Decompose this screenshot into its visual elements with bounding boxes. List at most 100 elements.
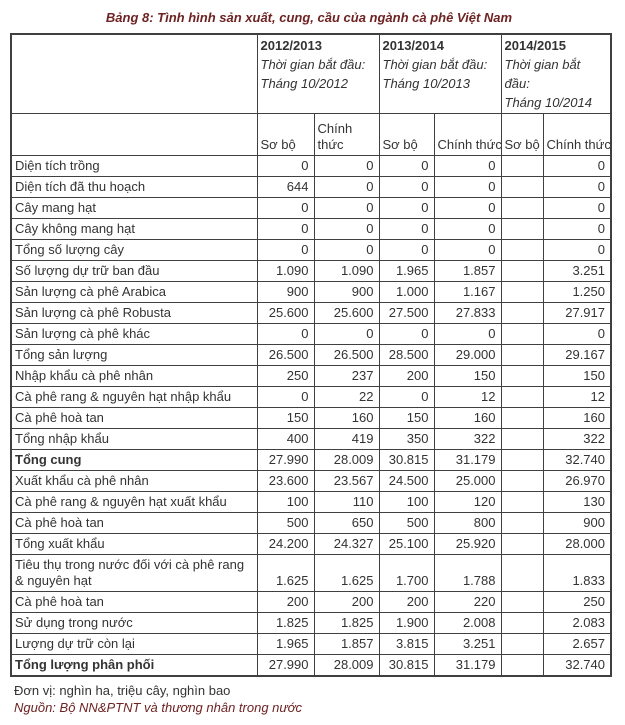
cell-value: 30.815 bbox=[378, 449, 435, 471]
table-row: Tổng nhập khẩu 400 419 350 322 322 bbox=[10, 428, 612, 450]
cell-value: 28.500 bbox=[378, 344, 435, 366]
subheader-row: Sơ bộ Chính thức Sơ bộ Chính thức Sơ bộ … bbox=[10, 113, 612, 156]
table-row: Tổng lượng phân phối 27.990 28.009 30.815 31… bbox=[10, 654, 612, 677]
cell-value: 23.567 bbox=[313, 470, 380, 492]
cell-value: 29.000 bbox=[433, 344, 502, 366]
row-label: Tổng lượng phân phối bbox=[10, 654, 258, 677]
cell-value: 1.965 bbox=[378, 260, 435, 282]
cell-value: 0 bbox=[378, 218, 435, 240]
table-row: Cà phê hoà tan 150 160 150 160 160 bbox=[10, 407, 612, 429]
cell-value: 24.500 bbox=[378, 470, 435, 492]
corner-cell-bottom bbox=[10, 113, 258, 156]
cell-value bbox=[500, 470, 544, 492]
cell-value: 0 bbox=[313, 176, 380, 198]
cell-value: 31.179 bbox=[433, 654, 502, 677]
cell-value: 250 bbox=[542, 591, 612, 613]
cell-value: 1.825 bbox=[256, 612, 315, 634]
cell-value: 200 bbox=[313, 591, 380, 613]
row-label: Cà phê hoà tan bbox=[10, 591, 258, 613]
cell-value: 110 bbox=[313, 491, 380, 513]
cell-value: 32.740 bbox=[542, 654, 612, 677]
table-row: Cà phê rang & nguyên hạt xuất khẩu 100 110… bbox=[10, 491, 612, 513]
cell-value: 3.251 bbox=[542, 260, 612, 282]
row-label: Diện tích đã thu hoạch bbox=[10, 176, 258, 198]
cell-value: 23.600 bbox=[256, 470, 315, 492]
cell-value: 0 bbox=[378, 386, 435, 408]
cell-value: 3.815 bbox=[378, 633, 435, 655]
cell-value: 100 bbox=[378, 491, 435, 513]
cell-value: 25.600 bbox=[313, 302, 380, 324]
cell-value: 220 bbox=[433, 591, 502, 613]
cell-value: 1.825 bbox=[313, 612, 380, 634]
cell-value: 0 bbox=[378, 239, 435, 261]
cell-value: 0 bbox=[542, 323, 612, 345]
table-row: Cà phê hoà tan 200 200 200 220 250 bbox=[10, 591, 612, 613]
cell-value: 31.179 bbox=[433, 449, 502, 471]
start-month: Tháng 10/2012 bbox=[260, 76, 348, 91]
cell-value bbox=[500, 407, 544, 429]
cell-value bbox=[500, 533, 544, 555]
cell-value: 0 bbox=[313, 239, 380, 261]
cell-value: 0 bbox=[433, 218, 502, 240]
start-label: Thời gian bắt đầu: bbox=[504, 57, 581, 91]
cell-value: 1.090 bbox=[256, 260, 315, 282]
cell-value: 160 bbox=[433, 407, 502, 429]
cell-value bbox=[500, 260, 544, 282]
year-header-2013-2014: 2013/2014 Thời gian bắt đầu: Tháng 10/20… bbox=[378, 33, 502, 114]
row-label: Nhập khẩu cà phê nhân bbox=[10, 365, 258, 387]
row-label: Cây mang hạt bbox=[10, 197, 258, 219]
cell-value: 0 bbox=[313, 323, 380, 345]
subheader-official: Chính thức bbox=[433, 113, 502, 156]
row-label: Tiêu thụ trong nước đối với cà phê rang … bbox=[10, 554, 258, 592]
table-body: Diện tích trồng 0 0 0 0 0 Diện tích đã thu hoạ… bbox=[10, 155, 612, 677]
cell-value: 160 bbox=[313, 407, 380, 429]
year-header-row: 2012/2013 Thời gian bắt đầu: Tháng 10/20… bbox=[10, 33, 612, 114]
source-note: Nguồn: Bộ NN&PTNT và thương nhân trong n… bbox=[14, 700, 302, 715]
cell-value: 27.833 bbox=[433, 302, 502, 324]
cell-value: 0 bbox=[378, 323, 435, 345]
row-label: Tổng nhập khẩu bbox=[10, 428, 258, 450]
cell-value bbox=[500, 365, 544, 387]
cell-value: 322 bbox=[433, 428, 502, 450]
row-label: Sản lượng cà phê khác bbox=[10, 323, 258, 345]
cell-value bbox=[500, 176, 544, 198]
cell-value: 1.167 bbox=[433, 281, 502, 303]
row-label: Xuất khẩu cà phê nhân bbox=[10, 470, 258, 492]
cell-value: 0 bbox=[542, 155, 612, 177]
cell-value: 0 bbox=[313, 155, 380, 177]
year-label: 2013/2014 bbox=[382, 38, 444, 53]
cell-value: 237 bbox=[313, 365, 380, 387]
cell-value: 800 bbox=[433, 512, 502, 534]
cell-value: 150 bbox=[378, 407, 435, 429]
cell-value bbox=[500, 491, 544, 513]
year-header-2012-2013: 2012/2013 Thời gian bắt đầu: Tháng 10/20… bbox=[256, 33, 380, 114]
row-label: Cà phê rang & nguyên hạt nhập khẩu bbox=[10, 386, 258, 408]
cell-value: 0 bbox=[378, 176, 435, 198]
cell-value: 900 bbox=[256, 281, 315, 303]
cell-value: 322 bbox=[542, 428, 612, 450]
table-row: Tiêu thụ trong nước đối với cà phê rang … bbox=[10, 554, 612, 592]
table-row: Diện tích đã thu hoạch 644 0 0 0 0 bbox=[10, 176, 612, 198]
cell-value: 32.740 bbox=[542, 449, 612, 471]
table-row: Số lượng dự trữ ban đầu 1.090 1.090 1.965 1.… bbox=[10, 260, 612, 282]
cell-value: 0 bbox=[256, 197, 315, 219]
table-row: Lượng dự trữ còn lại 1.965 1.857 3.815 3.251… bbox=[10, 633, 612, 655]
cell-value: 3.251 bbox=[433, 633, 502, 655]
cell-value bbox=[500, 428, 544, 450]
cell-value: 0 bbox=[542, 176, 612, 198]
cell-value: 25.100 bbox=[378, 533, 435, 555]
row-label: Cà phê rang & nguyên hạt xuất khẩu bbox=[10, 491, 258, 513]
cell-value: 250 bbox=[256, 365, 315, 387]
start-label: Thời gian bắt đầu: bbox=[382, 57, 488, 72]
cell-value bbox=[500, 654, 544, 677]
row-label: Số lượng dự trữ ban đầu bbox=[10, 260, 258, 282]
year-header-2014-2015: 2014/2015 Thời gian bắt đầu: Tháng 10/20… bbox=[500, 33, 612, 114]
cell-value: 644 bbox=[256, 176, 315, 198]
table-row: Tổng số lượng cây 0 0 0 0 0 bbox=[10, 239, 612, 261]
table-row: Tổng xuất khẩu 24.200 24.327 25.100 25.920 28… bbox=[10, 533, 612, 555]
corner-cell-top bbox=[10, 33, 258, 114]
cell-value: 24.200 bbox=[256, 533, 315, 555]
cell-value bbox=[500, 239, 544, 261]
cell-value: 26.970 bbox=[542, 470, 612, 492]
cell-value: 0 bbox=[433, 176, 502, 198]
